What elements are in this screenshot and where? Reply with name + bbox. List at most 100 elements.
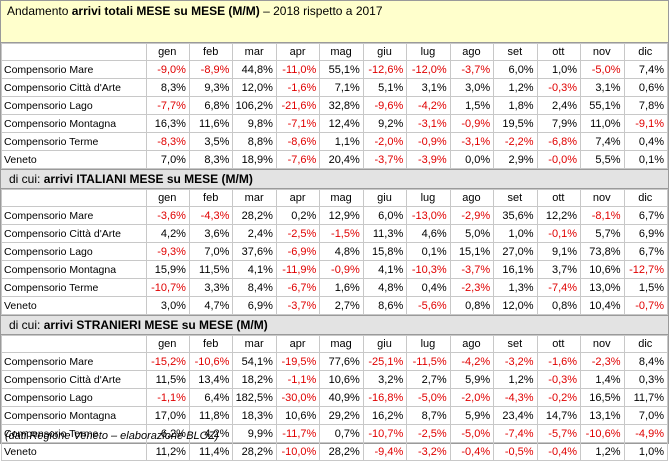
- value-cell: 40,9%: [319, 388, 364, 407]
- value-cell: 10,6%: [580, 260, 625, 279]
- value-cell: -25,1%: [362, 352, 408, 371]
- value-cell: 2,4%: [536, 96, 582, 115]
- value-cell: 2,9%: [493, 150, 538, 169]
- value-cell: -7,7%: [145, 96, 190, 115]
- value-cell: 11,3%: [362, 224, 408, 243]
- value-cell: 32,8%: [319, 96, 364, 115]
- section-title: di cui: arrivi ITALIANI MESE su MESE (M/…: [1, 169, 668, 189]
- month-header: feb: [188, 43, 234, 61]
- month-header: feb: [188, 335, 234, 353]
- value-cell: 1,0%: [493, 224, 538, 243]
- value-cell: -13,0%: [406, 206, 451, 225]
- value-cell: -3,7%: [449, 60, 495, 79]
- value-cell: -9,3%: [145, 242, 190, 261]
- value-cell: 54,1%: [232, 352, 277, 371]
- data-table: gen feb mar apr mag giu lug ago set ott nov dic Comp…: [1, 335, 668, 461]
- month-header: ago: [449, 43, 495, 61]
- value-cell: 37,6%: [232, 242, 277, 261]
- value-cell: 5,9%: [449, 406, 495, 425]
- month-header: nov: [580, 43, 625, 61]
- row-label: Compensorio Montagna: [1, 260, 147, 279]
- value-cell: -8,3%: [145, 132, 190, 151]
- row-label: Compensorio Mare: [1, 60, 147, 79]
- table-row: Compensorio Città d'Arte 8,3% 9,3% 12,0% -1,…: [1, 78, 668, 97]
- header-blank-cell: [1, 189, 147, 207]
- value-cell: 0,1%: [406, 242, 451, 261]
- table-row: Veneto 11,2% 11,4% 28,2% -10,0% 28,2% -9,4% -3,…: [1, 442, 668, 461]
- title-bold: arrivi totali MESE su MESE (M/M): [71, 4, 260, 18]
- section-title-bold: arrivi ITALIANI MESE su MESE (M/M): [43, 172, 253, 186]
- value-cell: -3,1%: [449, 132, 495, 151]
- value-cell: 13,4%: [188, 370, 234, 389]
- value-cell: 17,0%: [145, 406, 190, 425]
- value-cell: -4,3%: [493, 388, 538, 407]
- value-cell: -0,2%: [536, 388, 582, 407]
- table-row: Compensorio Montagna 17,0% 11,8% 18,3% 10,6%…: [1, 406, 668, 425]
- value-cell: 12,0%: [493, 296, 538, 315]
- value-cell: 13,1%: [580, 406, 625, 425]
- value-cell: 8,6%: [362, 296, 408, 315]
- value-cell: 9,3%: [188, 78, 234, 97]
- value-cell: 28,2%: [319, 442, 364, 461]
- row-label: Compensorio Terme: [1, 132, 147, 151]
- value-cell: 12,4%: [319, 114, 364, 133]
- value-cell: -1,5%: [319, 224, 364, 243]
- value-cell: 14,7%: [536, 406, 582, 425]
- month-header: apr: [275, 43, 321, 61]
- value-cell: -3,2%: [493, 352, 538, 371]
- value-cell: -0,3%: [536, 78, 582, 97]
- value-cell: 73,8%: [580, 242, 625, 261]
- value-cell: -1,6%: [275, 78, 321, 97]
- value-cell: 4,7%: [188, 296, 234, 315]
- row-label: Compensorio Terme: [1, 278, 147, 297]
- value-cell: -5,0%: [580, 60, 625, 79]
- value-cell: -0,0%: [536, 150, 582, 169]
- value-cell: 9,8%: [232, 114, 277, 133]
- month-header: lug: [406, 43, 451, 61]
- table-row: Compensorio Terme 6,2% 4,2% 9,9% -11,7% 0,7% -…: [1, 424, 668, 443]
- value-cell: 8,8%: [232, 132, 277, 151]
- value-cell: 3,6%: [188, 224, 234, 243]
- value-cell: 9,1%: [536, 242, 582, 261]
- row-label: Compensorio Mare: [1, 206, 147, 225]
- value-cell: 8,3%: [145, 78, 190, 97]
- value-cell: 0,6%: [623, 78, 668, 97]
- value-cell: -1,1%: [275, 370, 321, 389]
- value-cell: 4,8%: [319, 242, 364, 261]
- value-cell: -9,1%: [623, 114, 668, 133]
- value-cell: -3,7%: [362, 150, 408, 169]
- title-suffix: – 2018 rispetto a 2017: [259, 4, 383, 18]
- header-blank-cell: [1, 335, 147, 353]
- value-cell: 5,1%: [362, 78, 408, 97]
- month-header: mag: [319, 43, 364, 61]
- value-cell: -0,7%: [623, 296, 668, 315]
- value-cell: 8,4%: [623, 352, 668, 371]
- table-row: Veneto 3,0% 4,7% 6,9% -3,7% 2,7% 8,6% -5,6% 0,8%…: [1, 296, 668, 315]
- value-cell: -3,2%: [406, 442, 451, 461]
- value-cell: 29,2%: [319, 406, 364, 425]
- value-cell: -11,5%: [406, 352, 451, 371]
- value-cell: -12,0%: [406, 60, 451, 79]
- value-cell: 16,2%: [362, 406, 408, 425]
- value-cell: 4,1%: [232, 260, 277, 279]
- value-cell: -4,2%: [406, 96, 451, 115]
- value-cell: -3,7%: [449, 260, 495, 279]
- month-header: mag: [319, 335, 364, 353]
- value-cell: -9,0%: [145, 60, 190, 79]
- value-cell: -2,0%: [362, 132, 408, 151]
- month-header: feb: [188, 189, 234, 207]
- month-header: ago: [449, 189, 495, 207]
- value-cell: 18,2%: [232, 370, 277, 389]
- row-label: Compensorio Montagna: [1, 406, 147, 425]
- month-header-row: gen feb mar apr mag giu lug ago set ott nov dic: [1, 189, 668, 207]
- value-cell: 9,9%: [232, 424, 277, 443]
- value-cell: -1,1%: [145, 388, 190, 407]
- value-cell: 8,3%: [188, 150, 234, 169]
- value-cell: -16,8%: [362, 388, 408, 407]
- section-title: di cui: arrivi STRANIERI MESE su MESE (M…: [1, 315, 668, 335]
- value-cell: -0,1%: [536, 224, 582, 243]
- value-cell: 3,7%: [536, 260, 582, 279]
- value-cell: 1,2%: [493, 370, 538, 389]
- table-row: Compensorio Città d'Arte 4,2% 3,6% 2,4% -2,5…: [1, 224, 668, 243]
